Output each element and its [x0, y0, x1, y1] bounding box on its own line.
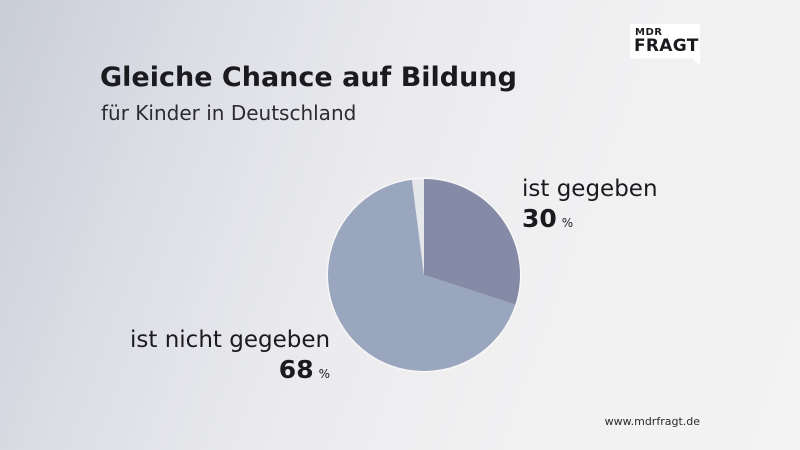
slice-unit-gegeben: %: [562, 216, 573, 230]
slice-label-gegeben-name: ist gegeben: [522, 176, 658, 202]
slice-label-gegeben: ist gegeben 30%: [522, 176, 658, 233]
slice-label-nicht-gegeben-name: ist nicht gegeben: [130, 327, 330, 353]
slice-value-gegeben: 30: [522, 204, 557, 233]
footer-url: www.mdrfragt.de: [600, 415, 700, 428]
slice-unit-nicht-gegeben: %: [319, 367, 330, 381]
pie-slices: [328, 179, 520, 371]
slice-label-nicht-gegeben: ist nicht gegeben 68%: [130, 327, 330, 384]
slice-label-nicht-gegeben-value: 68%: [130, 355, 330, 384]
slice-label-gegeben-value: 30%: [522, 204, 658, 233]
slice-value-nicht-gegeben: 68: [279, 355, 314, 384]
